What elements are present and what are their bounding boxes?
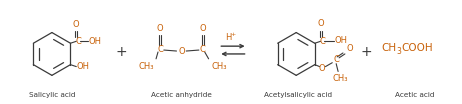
Text: C: C: [200, 45, 206, 54]
Text: CH₃: CH₃: [332, 74, 348, 83]
Text: OH: OH: [334, 36, 347, 45]
Text: CH: CH: [381, 43, 396, 53]
Text: Salicylic acid: Salicylic acid: [29, 92, 75, 98]
Text: CH₃: CH₃: [212, 62, 227, 71]
Text: O: O: [200, 24, 206, 33]
Text: OH: OH: [88, 37, 101, 46]
Text: OH: OH: [77, 62, 90, 71]
Text: Acetylsalicylic acid: Acetylsalicylic acid: [264, 92, 332, 98]
Text: Acetic acid: Acetic acid: [395, 92, 435, 98]
Text: H: H: [225, 33, 231, 42]
Text: O: O: [317, 19, 324, 28]
Text: C: C: [75, 37, 81, 46]
Text: C: C: [157, 45, 163, 54]
Text: +: +: [360, 45, 372, 59]
Text: O: O: [318, 64, 325, 73]
Text: C: C: [320, 37, 325, 46]
Text: 3: 3: [396, 48, 401, 56]
Text: O: O: [346, 44, 353, 53]
Text: COOH: COOH: [401, 43, 433, 53]
Text: +: +: [115, 45, 127, 59]
Text: O: O: [73, 20, 79, 29]
Text: O: O: [157, 24, 163, 33]
Text: O: O: [178, 46, 185, 56]
Text: CH₃: CH₃: [139, 62, 154, 71]
Text: +: +: [231, 32, 236, 37]
Text: C: C: [333, 55, 339, 64]
Text: Acetic anhydride: Acetic anhydride: [151, 92, 212, 98]
